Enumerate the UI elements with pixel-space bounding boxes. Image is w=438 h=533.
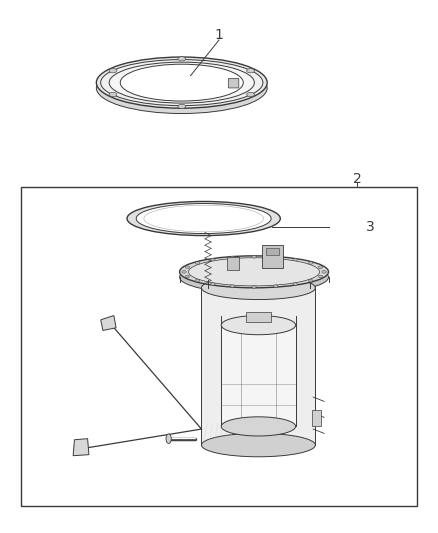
Ellipse shape bbox=[180, 256, 328, 288]
FancyBboxPatch shape bbox=[312, 410, 321, 426]
Ellipse shape bbox=[318, 275, 323, 278]
Polygon shape bbox=[221, 325, 296, 426]
Ellipse shape bbox=[109, 69, 117, 73]
Ellipse shape bbox=[120, 64, 243, 101]
Ellipse shape bbox=[230, 285, 235, 287]
Ellipse shape bbox=[178, 104, 186, 109]
Ellipse shape bbox=[318, 266, 323, 269]
Bar bbox=[21, 187, 417, 506]
Ellipse shape bbox=[195, 279, 200, 282]
Ellipse shape bbox=[252, 286, 256, 288]
FancyBboxPatch shape bbox=[246, 312, 271, 322]
Ellipse shape bbox=[308, 262, 313, 264]
Ellipse shape bbox=[127, 201, 280, 236]
Ellipse shape bbox=[109, 62, 254, 103]
Ellipse shape bbox=[178, 56, 186, 61]
Ellipse shape bbox=[182, 271, 186, 273]
FancyBboxPatch shape bbox=[227, 257, 239, 270]
Ellipse shape bbox=[293, 259, 297, 261]
Ellipse shape bbox=[144, 205, 263, 232]
Ellipse shape bbox=[195, 262, 200, 264]
Ellipse shape bbox=[293, 282, 297, 285]
Text: 3: 3 bbox=[366, 220, 374, 233]
Ellipse shape bbox=[96, 62, 267, 114]
Ellipse shape bbox=[201, 433, 315, 457]
Ellipse shape bbox=[273, 285, 278, 287]
Ellipse shape bbox=[221, 316, 296, 335]
Ellipse shape bbox=[185, 275, 190, 278]
Ellipse shape bbox=[109, 92, 117, 96]
Ellipse shape bbox=[230, 256, 235, 259]
Text: 2: 2 bbox=[353, 172, 361, 185]
Ellipse shape bbox=[185, 266, 190, 269]
Ellipse shape bbox=[273, 256, 278, 259]
Ellipse shape bbox=[252, 255, 256, 258]
Ellipse shape bbox=[247, 69, 254, 73]
Ellipse shape bbox=[247, 92, 254, 96]
Polygon shape bbox=[73, 439, 89, 456]
FancyBboxPatch shape bbox=[262, 245, 283, 268]
Polygon shape bbox=[201, 288, 315, 445]
FancyBboxPatch shape bbox=[228, 78, 239, 88]
Ellipse shape bbox=[322, 271, 326, 273]
Ellipse shape bbox=[96, 57, 267, 108]
Ellipse shape bbox=[166, 434, 171, 443]
Ellipse shape bbox=[180, 261, 328, 293]
Ellipse shape bbox=[221, 417, 296, 436]
Ellipse shape bbox=[136, 204, 271, 233]
Ellipse shape bbox=[101, 60, 263, 106]
Ellipse shape bbox=[211, 282, 215, 285]
Text: 1: 1 bbox=[215, 28, 223, 42]
Ellipse shape bbox=[188, 258, 320, 286]
Ellipse shape bbox=[201, 276, 315, 300]
Ellipse shape bbox=[308, 279, 313, 282]
Polygon shape bbox=[101, 316, 116, 330]
FancyBboxPatch shape bbox=[266, 248, 279, 255]
Ellipse shape bbox=[211, 259, 215, 261]
